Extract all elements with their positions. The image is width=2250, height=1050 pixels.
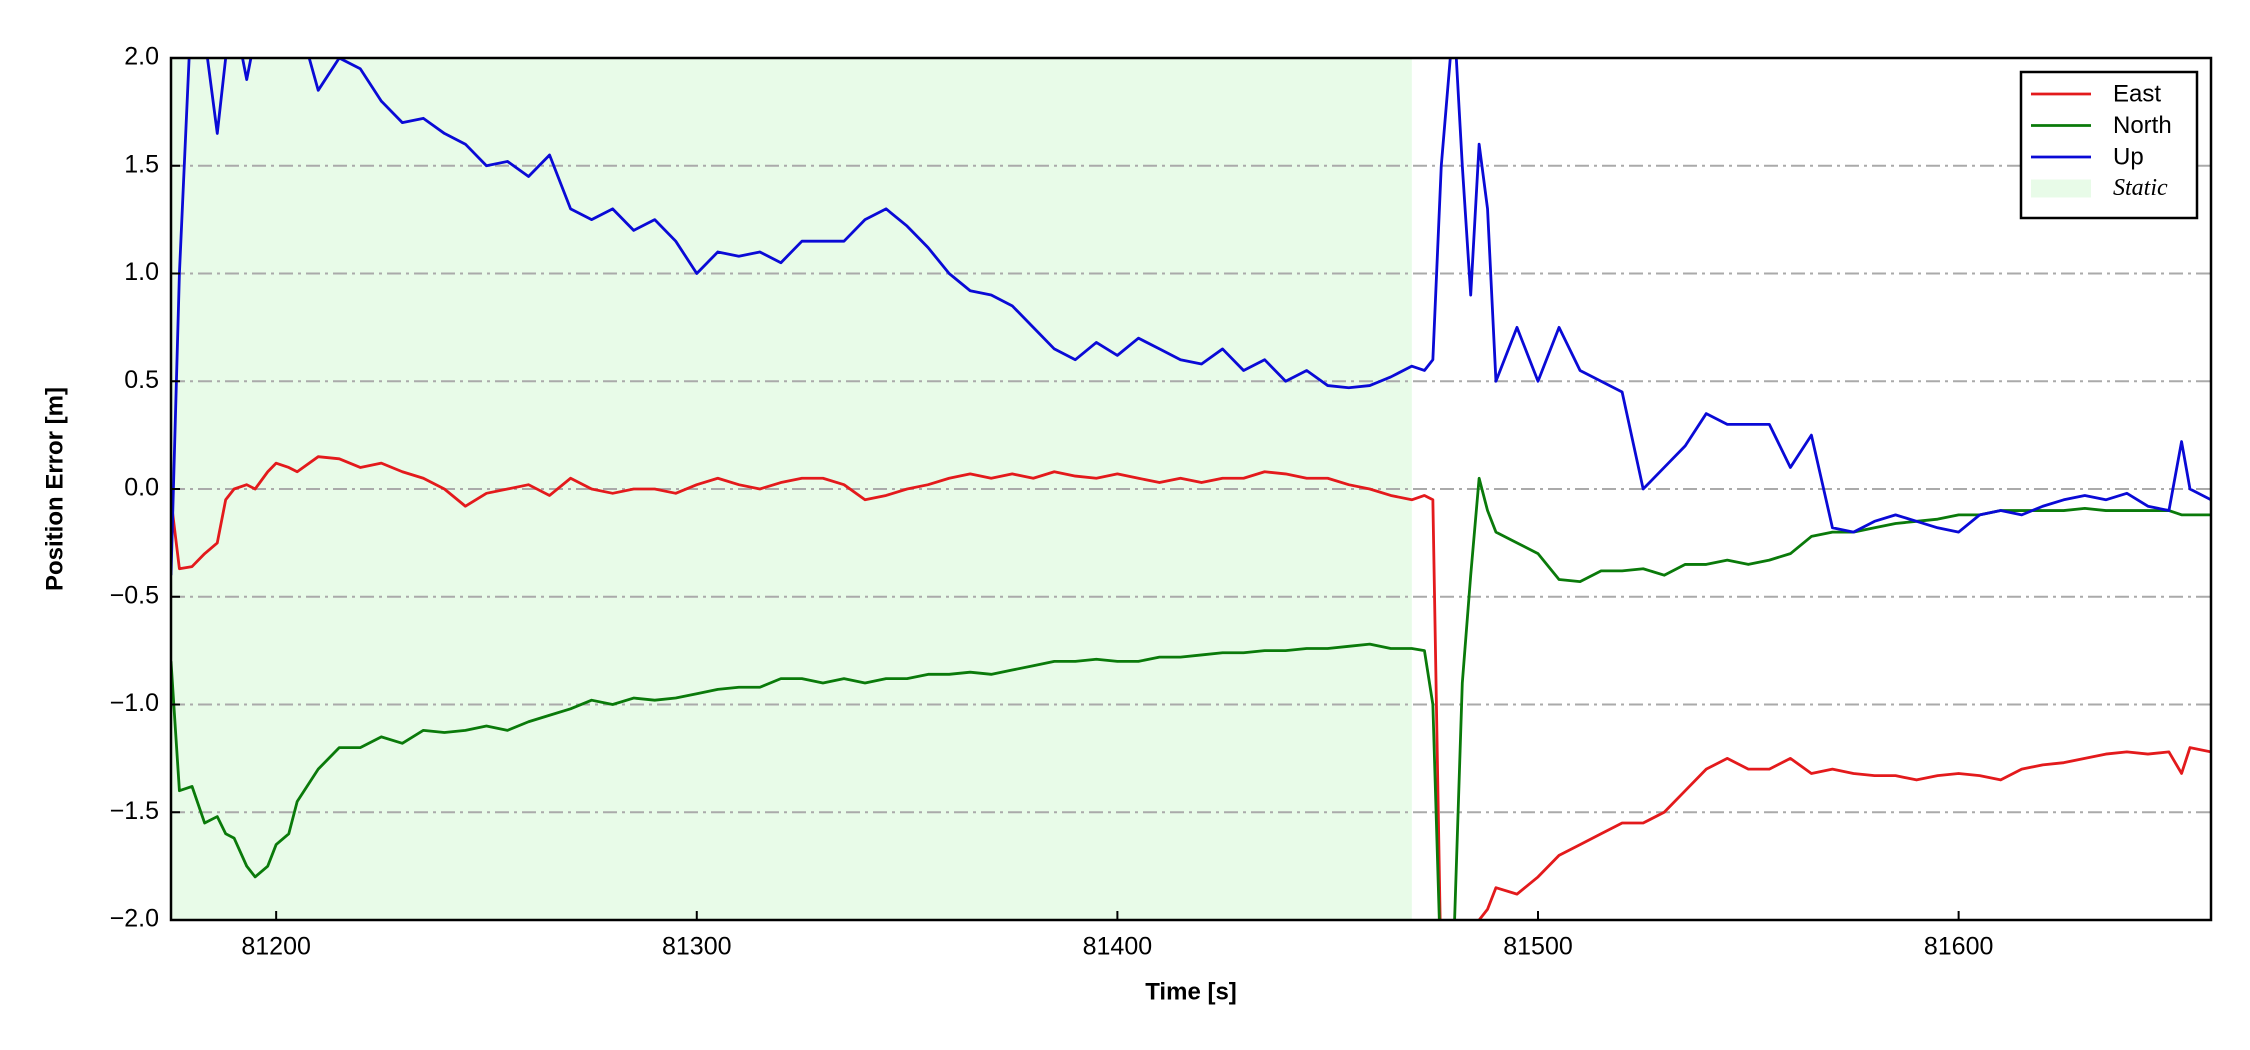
y-axis-label: Position Error [m] bbox=[41, 387, 68, 591]
series-line bbox=[171, 58, 2211, 576]
x-tick-label: 81500 bbox=[1503, 933, 1573, 961]
x-tick-label: 81200 bbox=[241, 933, 311, 961]
legend-label: Up bbox=[2113, 143, 2144, 170]
x-tick-label: 81400 bbox=[1083, 933, 1153, 961]
y-tick-label: 0.5 bbox=[124, 366, 159, 394]
y-tick-label: 2.0 bbox=[124, 43, 159, 71]
y-tick-label: −0.5 bbox=[110, 581, 159, 609]
y-tick-label: 0.0 bbox=[124, 474, 159, 502]
legend-label: East bbox=[2113, 80, 2161, 107]
legend-swatch bbox=[2031, 179, 2091, 198]
y-tick-label: −1.5 bbox=[110, 797, 159, 825]
lines-layer bbox=[171, 58, 2211, 920]
legend-label: North bbox=[2113, 112, 2172, 139]
y-tick-label: −2.0 bbox=[110, 905, 159, 933]
legend-label: Static bbox=[2113, 175, 2168, 201]
y-tick-label: 1.0 bbox=[124, 258, 159, 286]
x-tick-label: 81300 bbox=[662, 933, 732, 961]
y-tick-label: 1.5 bbox=[124, 150, 159, 178]
x-tick-label: 81600 bbox=[1924, 933, 1994, 961]
legend: East North Up Static bbox=[2019, 70, 2199, 220]
x-axis-label: Time [s] bbox=[1145, 978, 1237, 1005]
series-line bbox=[171, 455, 2211, 920]
y-tick-label: −1.0 bbox=[110, 689, 159, 717]
ticks-layer: −2.0 −1.5 −1.0 −0.5 0.0 0.5 1.0 1.5 2.0 81200 8130… bbox=[110, 43, 1994, 961]
